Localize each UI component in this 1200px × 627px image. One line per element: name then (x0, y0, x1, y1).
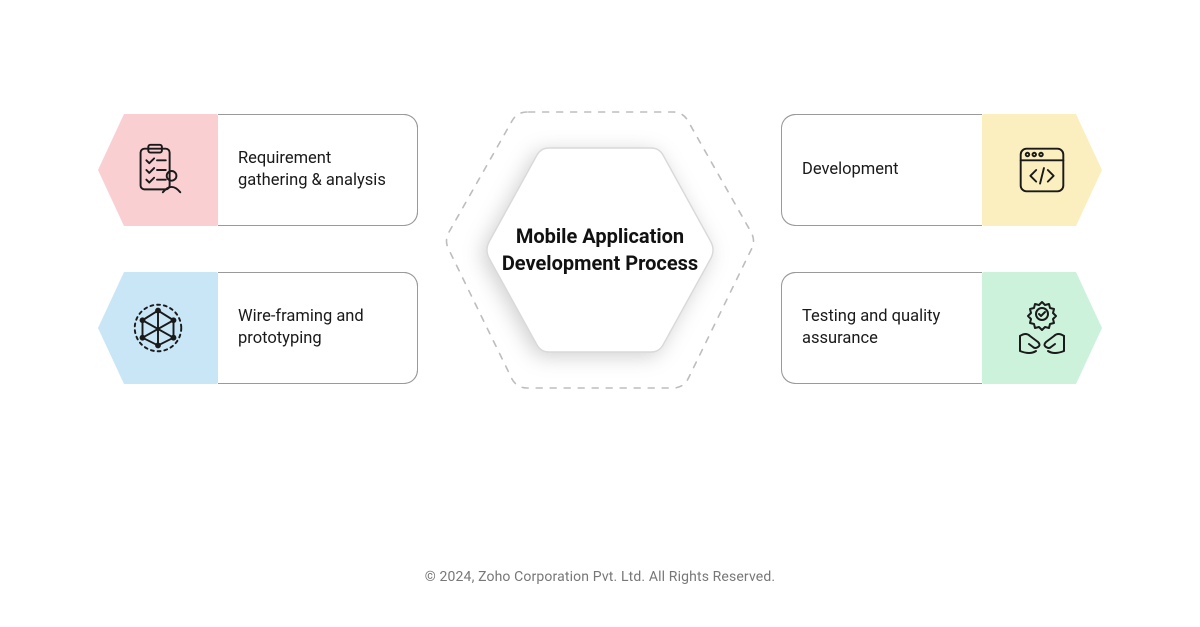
item-label-box: Wire-framing and prototyping (218, 272, 418, 384)
item-label: Development (802, 159, 899, 181)
item-label: Testing and quality assurance (802, 306, 962, 351)
item-label: Wire-framing and prototyping (238, 306, 397, 351)
item-icon-box (982, 272, 1102, 384)
item-wireframing: Wire-framing and prototyping (98, 272, 418, 384)
network-cube-icon (127, 297, 189, 359)
item-development: Development (782, 114, 1102, 226)
center-title: Mobile Application Development Process (500, 223, 700, 277)
item-label: Requirement gathering & analysis (238, 148, 397, 193)
footer-copyright: © 2024, Zoho Corporation Pvt. Ltd. All R… (0, 569, 1200, 585)
item-icon-box (98, 114, 218, 226)
clipboard-user-icon (127, 139, 189, 201)
item-icon-box (982, 114, 1102, 226)
item-testing: Testing and quality assurance (782, 272, 1102, 384)
item-icon-box (98, 272, 218, 384)
hands-badge-icon (1010, 296, 1074, 360)
item-label-box: Requirement gathering & analysis (218, 114, 418, 226)
hex-solid (481, 142, 719, 358)
item-label-box: Development (782, 114, 982, 226)
center-hexagon: Mobile Application Development Process (435, 100, 765, 400)
code-window-icon (1011, 139, 1073, 201)
item-requirements: Requirement gathering & analysis (98, 114, 418, 226)
hex-dashed-border (435, 100, 765, 400)
item-label-box: Testing and quality assurance (782, 272, 982, 384)
diagram-canvas: Mobile Application Development Process R… (0, 0, 1200, 627)
